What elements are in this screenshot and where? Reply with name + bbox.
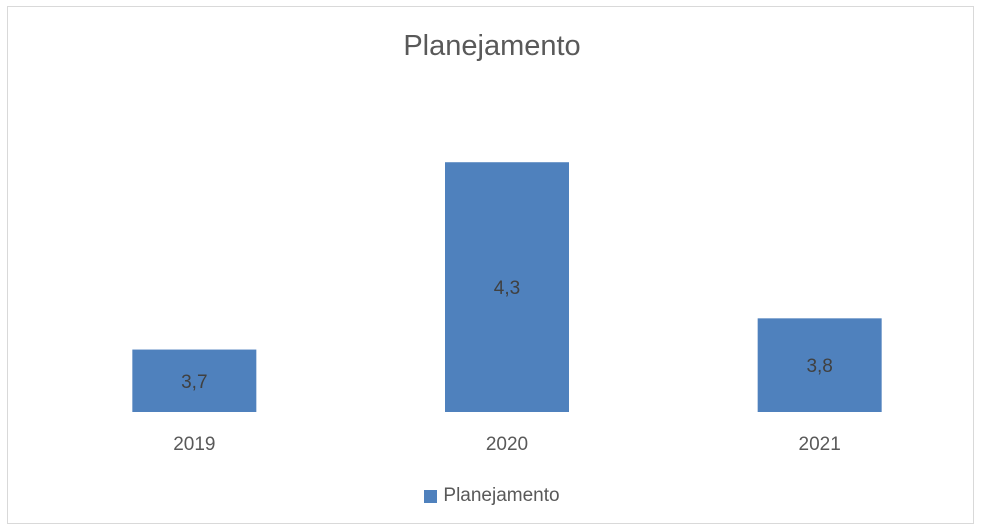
x-tick-label-2021: 2021: [799, 434, 841, 455]
legend: Planejamento: [0, 485, 984, 509]
bars-group: [132, 162, 882, 412]
legend-swatch: [424, 489, 438, 503]
legend-item: Planejamento: [424, 485, 560, 507]
data-label-2019: 3,7: [181, 372, 207, 393]
x-tick-label-2020: 2020: [486, 434, 528, 455]
bar-2021: [757, 318, 882, 412]
data-label-2020: 4,3: [494, 278, 520, 299]
bar-2019: [132, 349, 257, 412]
x-tick-labels-group: 2019 2020 2021: [173, 434, 841, 455]
x-tick-label-2019: 2019: [173, 434, 215, 455]
chart-title: Planejamento: [403, 30, 581, 62]
bar-2020: [445, 162, 569, 412]
data-label-2021: 3,8: [806, 356, 832, 377]
legend-label: Planejamento: [443, 485, 560, 506]
bar-labels-group: 3,7 4,3 3,8: [181, 278, 833, 393]
